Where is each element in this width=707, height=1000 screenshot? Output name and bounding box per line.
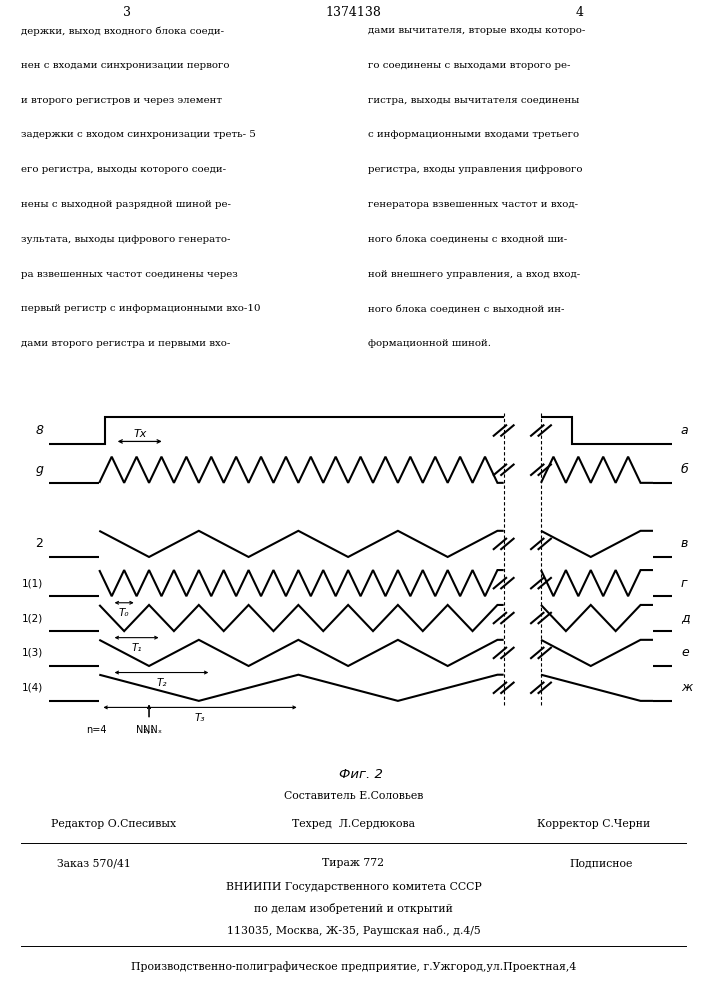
Text: дами вычитателя, вторые входы которо-: дами вычитателя, вторые входы которо-: [368, 26, 585, 35]
Text: n=4: n=4: [86, 725, 106, 735]
Text: N₂,Nₓ: N₂,Nₓ: [136, 725, 162, 735]
Text: 4: 4: [575, 6, 584, 19]
Text: 3: 3: [123, 6, 132, 19]
Text: N₁: N₁: [144, 725, 155, 735]
Text: задержки с входом синхронизации треть- 5: задержки с входом синхронизации треть- 5: [21, 130, 256, 139]
Text: 1(3): 1(3): [22, 648, 43, 658]
Text: T₃: T₃: [195, 713, 205, 723]
Text: 1(2): 1(2): [22, 613, 43, 623]
Text: Техред  Л.Сердюкова: Техред Л.Сердюкова: [292, 819, 415, 829]
Text: в: в: [681, 537, 689, 550]
Text: и второго регистров и через элемент: и второго регистров и через элемент: [21, 96, 222, 105]
Text: нены с выходной разрядной шиной ре-: нены с выходной разрядной шиной ре-: [21, 200, 231, 209]
Text: Заказ 570/41: Заказ 570/41: [57, 858, 130, 868]
Text: е: е: [681, 646, 689, 659]
Text: ной внешнего управления, а вход вход-: ной внешнего управления, а вход вход-: [368, 270, 580, 279]
Text: ВНИИПИ Государственного комитета СССР: ВНИИПИ Государственного комитета СССР: [226, 882, 481, 892]
Text: д: д: [681, 612, 689, 625]
Text: ж: ж: [681, 681, 692, 694]
Text: генератора взвешенных частот и вход-: генератора взвешенных частот и вход-: [368, 200, 578, 209]
Text: Подписное: Подписное: [569, 858, 633, 868]
Text: 8: 8: [35, 424, 43, 437]
Text: ра взвешенных частот соединены через: ра взвешенных частот соединены через: [21, 270, 238, 279]
Text: 1(4): 1(4): [22, 683, 43, 693]
Text: его регистра, выходы которого соеди-: его регистра, выходы которого соеди-: [21, 165, 226, 174]
Text: Составитель Е.Соловьев: Составитель Е.Соловьев: [284, 791, 423, 801]
Text: нен с входами синхронизации первого: нен с входами синхронизации первого: [21, 61, 230, 70]
Text: по делам изобретений и открытий: по делам изобретений и открытий: [254, 903, 453, 914]
Text: g: g: [35, 463, 43, 476]
Text: T₀: T₀: [119, 608, 129, 618]
Text: регистра, входы управления цифрового: регистра, входы управления цифрового: [368, 165, 582, 174]
Text: ного блока соединен с выходной ин-: ного блока соединен с выходной ин-: [368, 304, 564, 313]
Text: Фиг. 2: Фиг. 2: [339, 768, 382, 781]
Text: T₁: T₁: [132, 643, 142, 653]
Text: б: б: [681, 463, 689, 476]
Text: первый регистр с информационными вхо-10: первый регистр с информационными вхо-10: [21, 304, 261, 313]
Text: 1374138: 1374138: [325, 6, 382, 19]
Text: держки, выход входного блока соеди-: держки, выход входного блока соеди-: [21, 26, 224, 35]
Text: формационной шиной.: формационной шиной.: [368, 339, 491, 348]
Text: а: а: [681, 424, 689, 437]
Text: зультата, выходы цифрового генерато-: зультата, выходы цифрового генерато-: [21, 235, 230, 244]
Text: T₂: T₂: [156, 678, 167, 688]
Text: 113035, Москва, Ж-35, Раушская наб., д.4/5: 113035, Москва, Ж-35, Раушская наб., д.4…: [227, 925, 480, 936]
Text: дами второго регистра и первыми вхо-: дами второго регистра и первыми вхо-: [21, 339, 230, 348]
Text: Тираж 772: Тираж 772: [322, 858, 385, 868]
Text: г: г: [681, 577, 688, 590]
Text: ного блока соединены с входной ши-: ного блока соединены с входной ши-: [368, 235, 567, 244]
Text: Редактор О.Спесивых: Редактор О.Спесивых: [51, 819, 175, 829]
Text: с информационными входами третьего: с информационными входами третьего: [368, 130, 579, 139]
Text: 2: 2: [35, 537, 43, 550]
Text: Производственно-полиграфическое предприятие, г.Ужгород,ул.Проектная,4: Производственно-полиграфическое предприя…: [131, 961, 576, 972]
Text: 1(1): 1(1): [22, 578, 43, 588]
Text: го соединены с выходами второго ре-: го соединены с выходами второго ре-: [368, 61, 570, 70]
Text: гистра, выходы вычитателя соединены: гистра, выходы вычитателя соединены: [368, 96, 579, 105]
Text: Корректор С.Черни: Корректор С.Черни: [537, 819, 650, 829]
Text: Tx: Tx: [133, 429, 146, 439]
